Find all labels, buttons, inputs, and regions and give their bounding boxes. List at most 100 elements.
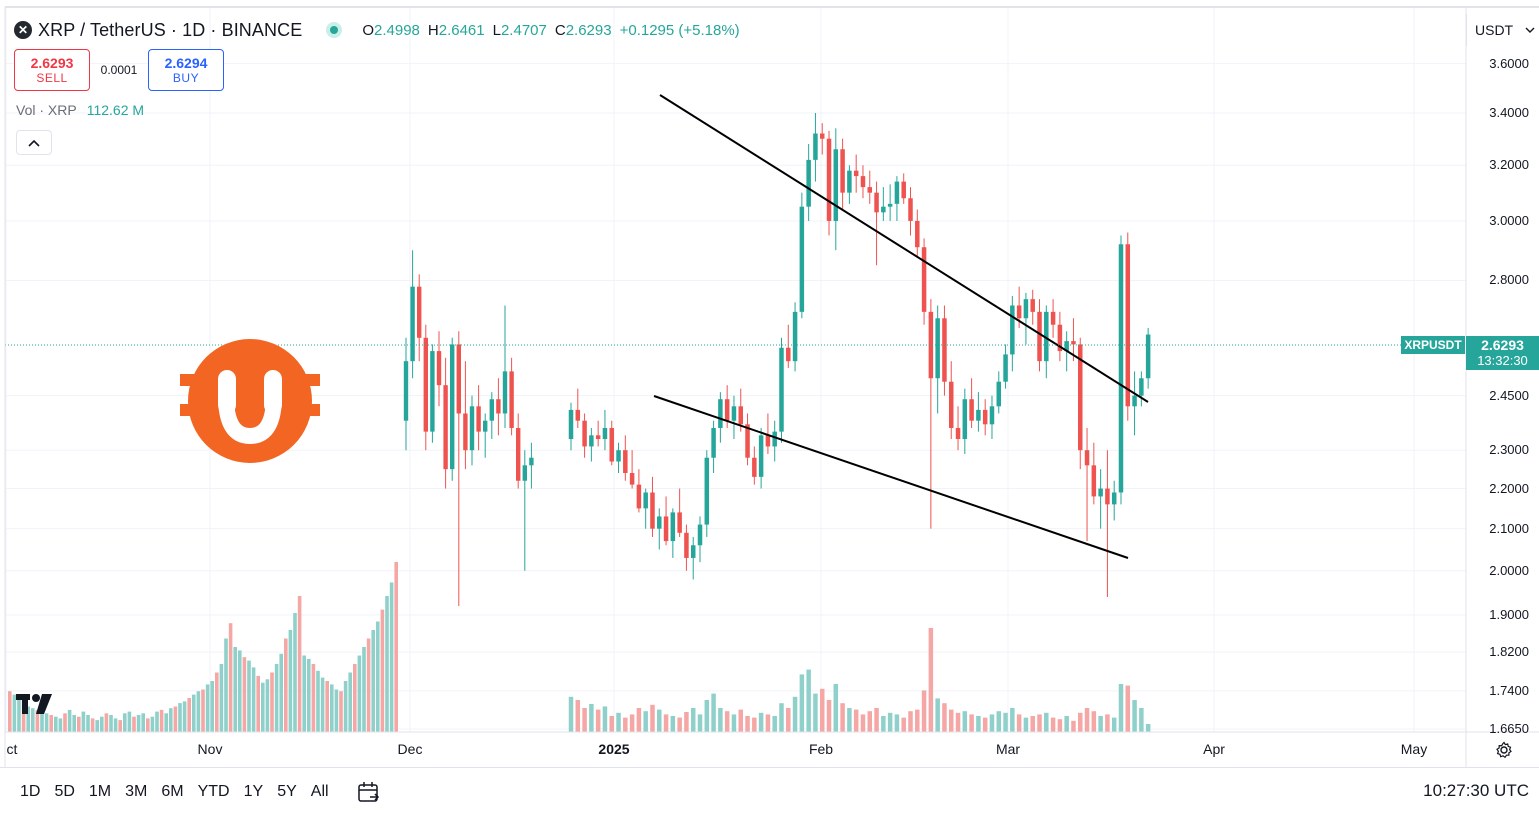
candle-body	[969, 399, 974, 421]
price-tick-label: 2.8000	[1489, 272, 1529, 288]
candle	[731, 395, 737, 440]
volume-bar	[799, 674, 805, 732]
volume-bar	[215, 672, 219, 732]
candle-body	[887, 203, 893, 207]
price-tick-label: 1.6650	[1489, 720, 1529, 736]
candle	[1145, 327, 1151, 389]
candle	[496, 378, 501, 436]
volume-bar	[690, 708, 696, 732]
tradingview-logo-icon[interactable]	[16, 692, 60, 722]
volume-bar	[362, 647, 366, 732]
price-tick-label: 2.4500	[1489, 387, 1529, 403]
buy-button[interactable]: 2.6294 BUY	[148, 49, 224, 91]
candle-body	[826, 138, 832, 221]
candle-body	[711, 427, 716, 458]
currency-selector[interactable]: USDT	[1466, 14, 1539, 46]
timeframe-3m-button[interactable]: 3M	[125, 783, 148, 800]
candle-body	[948, 381, 954, 428]
trendlines[interactable]	[653, 94, 1149, 559]
candle-body	[833, 149, 839, 221]
volume-bar	[343, 681, 348, 732]
timeframe-5d-button[interactable]: 5D	[54, 783, 75, 800]
candle-body	[840, 149, 845, 193]
sell-button[interactable]: 2.6293 SELL	[14, 49, 90, 91]
volume-bar	[44, 713, 49, 732]
candle-body	[942, 318, 947, 382]
volume-bar	[242, 657, 247, 732]
candle	[786, 324, 791, 368]
price-tick-label: 2.3000	[1489, 442, 1529, 458]
timeframe-ytd-button[interactable]: YTD	[197, 783, 230, 800]
volume-bars	[8, 562, 1151, 732]
chart-settings-button[interactable]	[1492, 738, 1516, 762]
candle	[942, 305, 947, 396]
timeframe-6m-button[interactable]: 6M	[161, 783, 184, 800]
volume-bar	[1084, 708, 1090, 732]
candle-body	[976, 409, 981, 421]
volume-bar	[247, 660, 251, 732]
timeframe-5y-button[interactable]: 5Y	[277, 783, 297, 800]
volume-bar	[169, 708, 173, 732]
open-key: O	[362, 21, 374, 39]
timeframe-1d-button[interactable]: 1D	[20, 783, 41, 800]
candle-body	[568, 409, 574, 440]
volume-bar	[228, 623, 233, 732]
goto-date-button[interactable]	[355, 778, 383, 806]
volume-bar	[297, 596, 302, 732]
candle-body	[819, 133, 825, 139]
candle-body	[915, 220, 920, 248]
candle	[948, 361, 954, 440]
trade-panel: 2.6293 SELL 0.0001 2.6294 BUY	[14, 49, 224, 91]
close-key: C	[554, 21, 566, 39]
candle	[522, 450, 527, 571]
bar-countdown: 13:32:30	[1477, 353, 1528, 368]
spread-value: 0.0001	[100, 63, 138, 77]
volume-bar	[962, 711, 968, 732]
lower-trendline[interactable]	[653, 395, 1129, 559]
last-price-value: 2.6293	[1481, 337, 1524, 353]
candle-body	[575, 409, 581, 421]
volume-bar	[921, 690, 927, 732]
volume-bar	[758, 712, 764, 732]
time-tick-label: May	[1400, 741, 1428, 757]
candle-body	[1064, 341, 1069, 352]
timeframe-1m-button[interactable]: 1M	[88, 783, 112, 800]
volume-bar	[718, 708, 723, 732]
timeframe-all-button[interactable]: All	[310, 783, 329, 800]
volume-bar	[26, 706, 30, 732]
utc-clock[interactable]: 10:27:30 UTC	[1423, 781, 1529, 800]
candle-body	[1132, 395, 1137, 407]
candle	[881, 187, 886, 221]
volume-bar	[1003, 712, 1008, 732]
candle-body	[731, 406, 737, 421]
candle	[443, 357, 448, 489]
candle-body	[928, 311, 934, 379]
candle	[663, 496, 669, 546]
volume-bar	[867, 711, 873, 732]
candle-body	[1098, 488, 1103, 497]
collapse-legend-button[interactable]	[16, 130, 52, 155]
candle	[1050, 299, 1056, 338]
candle	[643, 488, 648, 529]
volume-bar	[316, 670, 320, 732]
xrp-logo-icon: ✕	[14, 21, 32, 39]
volume-bar	[1111, 717, 1117, 732]
volume-bar	[376, 621, 380, 732]
candle	[650, 476, 655, 537]
volume-bar	[1145, 724, 1151, 732]
candle	[867, 170, 873, 204]
volume-bar	[219, 664, 224, 732]
volume-legend[interactable]: Vol · XRP 112.62 M	[16, 102, 144, 118]
upper-trendline[interactable]	[659, 94, 1149, 403]
volume-bar	[1030, 716, 1035, 732]
candle-body	[443, 385, 448, 470]
candles	[403, 112, 1151, 606]
calendar-icon	[357, 782, 379, 802]
volume-bar	[233, 647, 237, 732]
market-open-icon[interactable]	[326, 22, 343, 38]
timeframe-1y-button[interactable]: 1Y	[243, 783, 264, 800]
candle	[1125, 232, 1131, 421]
candle	[483, 413, 488, 458]
volume-bar	[765, 714, 771, 732]
symbol-title[interactable]: XRP / TetherUS · 1D · BINANCE	[38, 19, 303, 40]
